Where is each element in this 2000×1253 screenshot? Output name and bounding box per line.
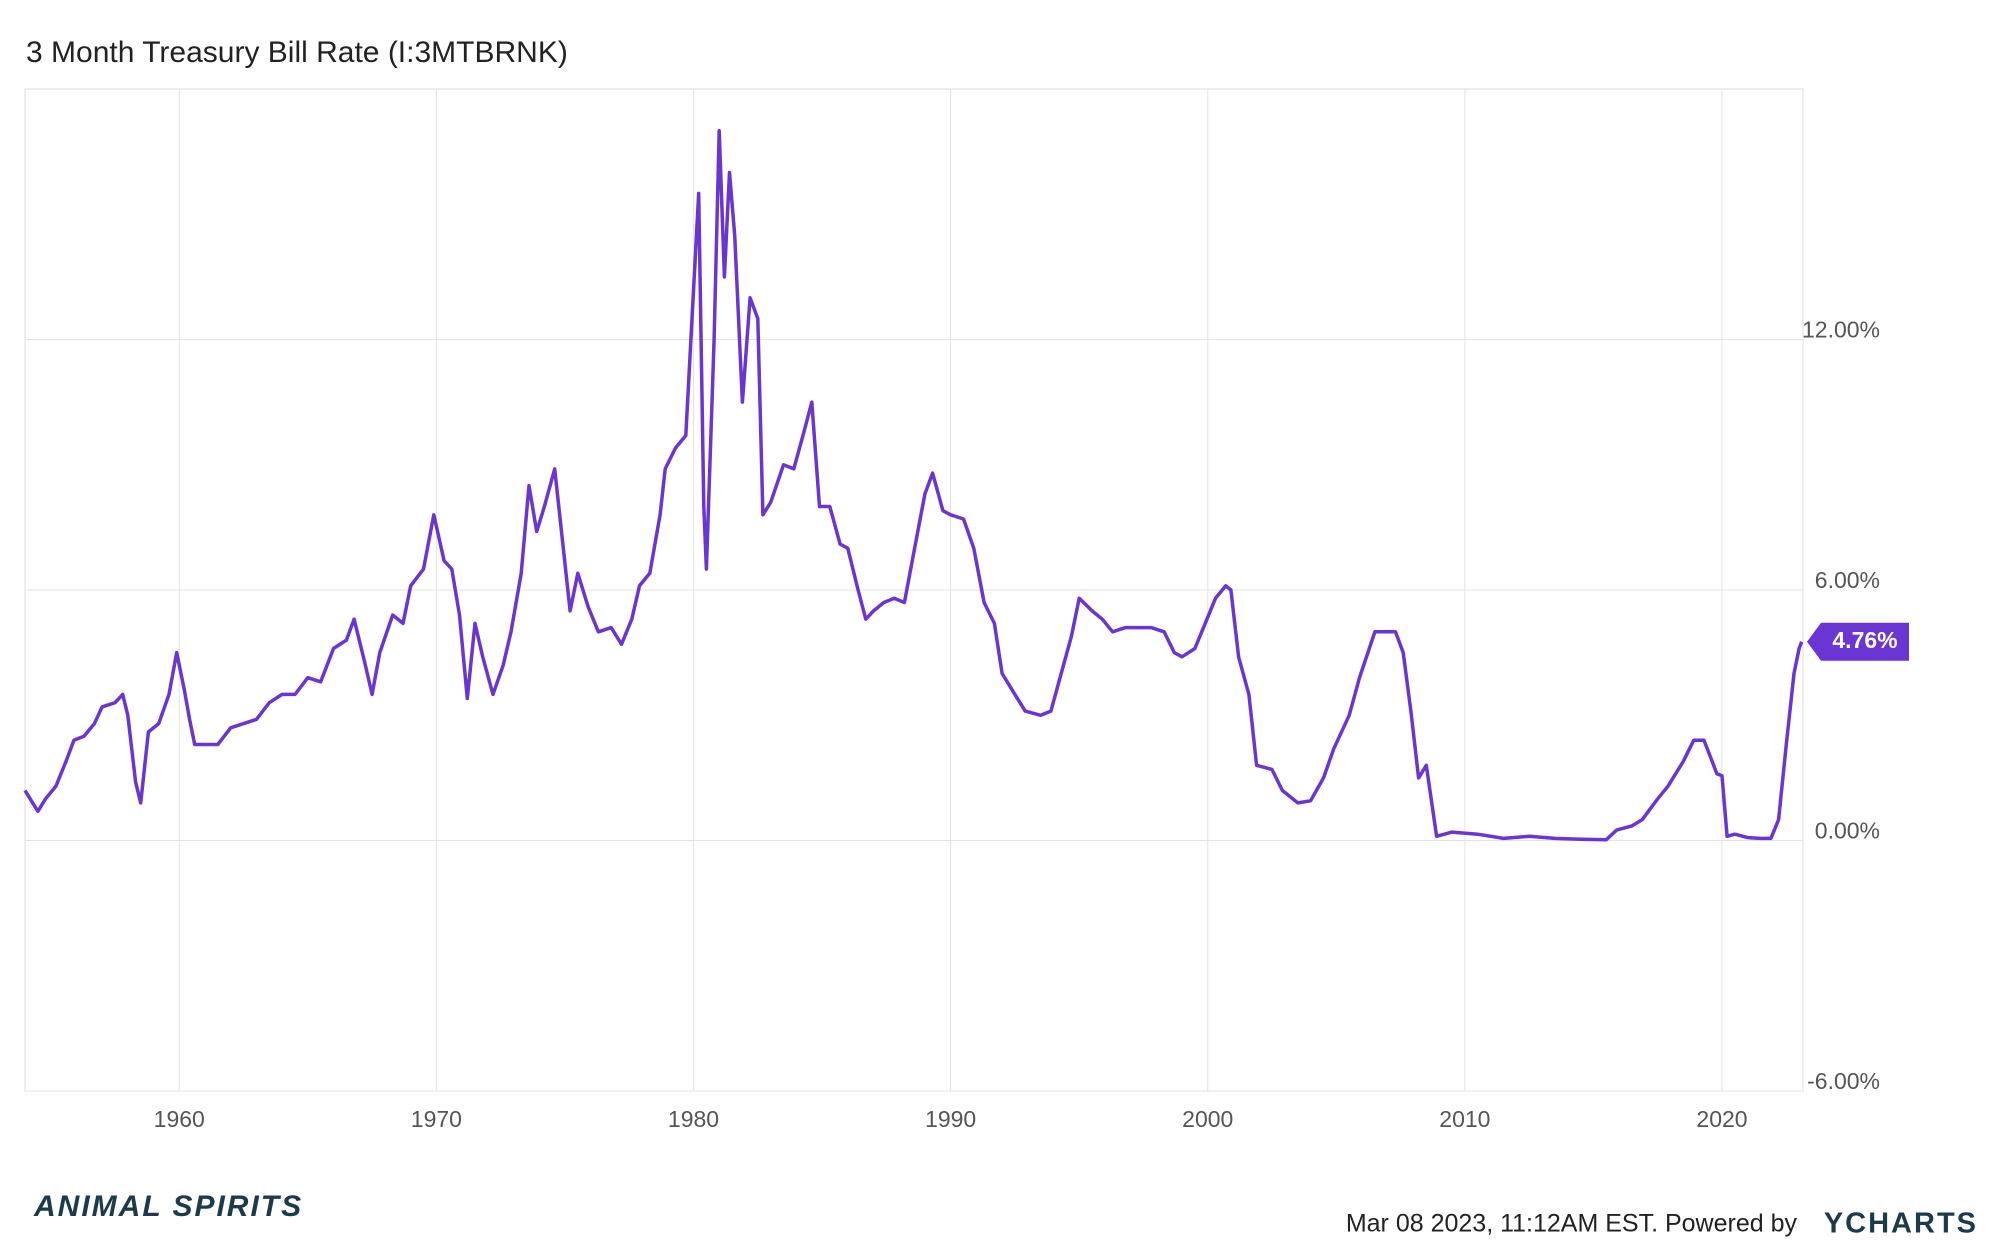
current-marker (1807, 622, 1909, 661)
x-tick-label: 1960 (154, 1106, 205, 1132)
x-tick-label: 1970 (411, 1106, 462, 1132)
current-label: 4.76% (1832, 627, 1897, 653)
brand: YCHARTS (1824, 1208, 1978, 1240)
footer: Mar 08 2023, 11:12AM EST. Powered by (1346, 1210, 1798, 1238)
y-tick-label: -6.00% (1807, 1068, 1880, 1094)
y-tick-label: 12.00% (1802, 317, 1880, 343)
x-tick-label: 2000 (1182, 1106, 1233, 1132)
x-tick-label: 1990 (925, 1106, 976, 1132)
logo: ANIMAL SPIRITS (33, 1190, 303, 1223)
y-tick-label: 6.00% (1815, 567, 1880, 593)
x-tick-label: 1980 (668, 1106, 719, 1132)
y-tick-label: 0.00% (1815, 818, 1880, 844)
line (23, 129, 1804, 842)
x-tick-label: 2010 (1439, 1106, 1490, 1132)
chart-title: 3 Month Treasury Bill Rate (I:3MTBRNK) (26, 36, 568, 69)
x-tick-label: 2020 (1696, 1106, 1747, 1132)
